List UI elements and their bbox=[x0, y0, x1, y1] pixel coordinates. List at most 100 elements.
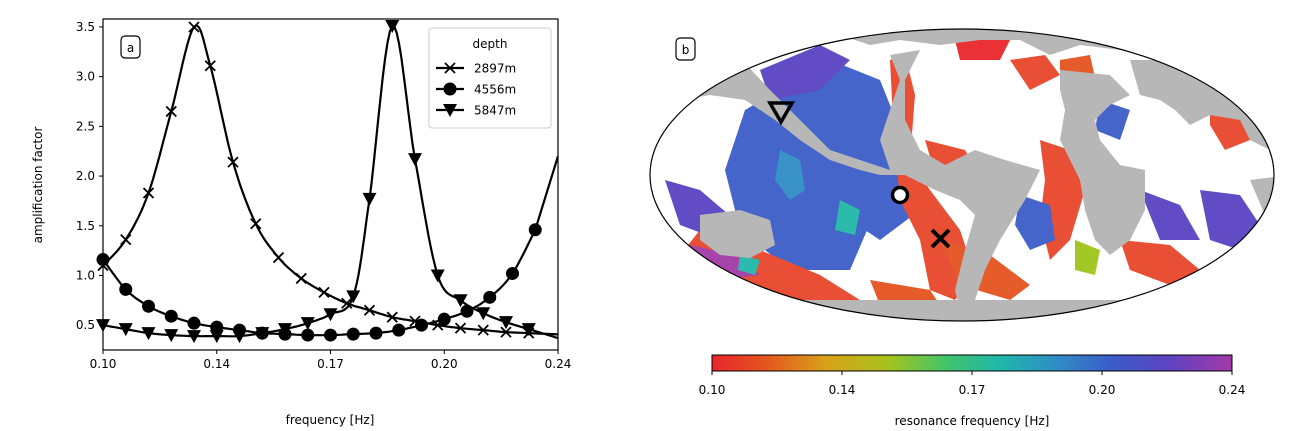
legend-item-4556m: 4556m bbox=[436, 82, 516, 97]
panel-a-label-box: a bbox=[120, 35, 141, 59]
data-point-5847m bbox=[476, 307, 491, 321]
station-marker-triangle bbox=[766, 101, 796, 126]
panel-a-axes-frame bbox=[102, 18, 559, 351]
data-point-4556m bbox=[142, 299, 155, 313]
data-point-4556m bbox=[164, 309, 178, 323]
land-europe-africa bbox=[1060, 70, 1145, 255]
y-tick-label: 1.5 bbox=[76, 219, 95, 233]
data-point-4556m bbox=[119, 282, 133, 296]
legend-marker bbox=[443, 104, 457, 117]
data-point-2897m bbox=[454, 322, 467, 334]
legend-label: 2897m bbox=[474, 62, 516, 76]
data-point-2897m bbox=[204, 60, 216, 72]
data-point-4556m bbox=[528, 223, 542, 237]
panel-b-label: b bbox=[682, 43, 690, 57]
data-point-5847m bbox=[362, 192, 377, 206]
x-tick-label: 0.20 bbox=[431, 357, 458, 371]
data-point-2897m bbox=[341, 297, 353, 309]
y-tick-label: 3.0 bbox=[76, 70, 95, 84]
data-point-5847m bbox=[141, 327, 156, 341]
data-point-2897m bbox=[188, 21, 200, 33]
colorbar-tick-label: 0.14 bbox=[829, 383, 856, 397]
legend-item-5847m: 5847m bbox=[436, 104, 516, 118]
data-point-5847m bbox=[453, 294, 468, 308]
data-point-5847m bbox=[521, 323, 536, 337]
legend-label: 5847m bbox=[474, 104, 516, 118]
y-tick-label: 2.5 bbox=[76, 119, 95, 133]
data-point-2897m bbox=[227, 156, 239, 168]
data-point-5847m bbox=[323, 308, 338, 322]
data-point-4556m bbox=[460, 304, 474, 318]
map-outline bbox=[649, 28, 1275, 322]
panel-a-x-axis-label: frequency [Hz] bbox=[286, 413, 375, 427]
legend-label: 4556m bbox=[474, 83, 516, 97]
data-point-4556m bbox=[483, 290, 497, 304]
data-point-2897m bbox=[142, 187, 155, 199]
panel-a-y-ticks: 0.5 1.0 1.5 2.0 2.5 3.0 3.5 bbox=[76, 20, 103, 332]
data-point-5847m bbox=[499, 316, 513, 330]
y-tick-label: 3.5 bbox=[76, 20, 95, 34]
data-point-4556m bbox=[301, 328, 315, 342]
y-tick-label: 1.0 bbox=[76, 268, 95, 282]
panel-a-markers-group bbox=[96, 19, 542, 344]
data-point-4556m bbox=[346, 327, 360, 341]
data-point-5847m bbox=[232, 330, 247, 344]
land-australia bbox=[700, 210, 775, 258]
land-antarctica bbox=[650, 300, 1274, 321]
panel-a-label: a bbox=[127, 41, 134, 55]
panel-a-x-ticks: 0.10 0.14 0.17 0.20 0.24 bbox=[90, 350, 572, 371]
x-tick-label: 0.24 bbox=[545, 357, 572, 371]
data-point-2897m bbox=[165, 105, 177, 118]
data-point-5847m bbox=[118, 323, 133, 337]
y-tick-label: 0.5 bbox=[76, 318, 95, 332]
data-point-4556m bbox=[369, 326, 383, 340]
data-point-2897m bbox=[386, 311, 398, 323]
y-tick-label: 2.0 bbox=[76, 169, 95, 183]
panel-b-map: b 0.10 0.14 0.17 0.20 0.24 resonance frequen… bbox=[649, 28, 1275, 428]
data-point-4556m bbox=[415, 318, 428, 332]
data-point-2897m bbox=[295, 272, 307, 285]
data-point-5847m bbox=[164, 329, 179, 343]
data-point-4556m bbox=[187, 316, 201, 330]
colorbar-tick-label: 0.24 bbox=[1219, 383, 1246, 397]
legend-marker bbox=[443, 82, 457, 96]
data-point-4556m bbox=[392, 323, 406, 337]
data-point-2897m bbox=[477, 324, 489, 336]
panel-a-legend: depth 2897m 4556m 5847m bbox=[428, 27, 552, 129]
colorbar-gradient bbox=[711, 354, 1233, 372]
data-point-4556m bbox=[437, 312, 451, 326]
data-point-2897m bbox=[250, 218, 262, 230]
data-point-2897m bbox=[120, 234, 132, 246]
data-point-5847m bbox=[408, 153, 422, 167]
legend-item-2897m: 2897m bbox=[436, 62, 516, 76]
panel-b-label-box: b bbox=[675, 37, 696, 61]
x-tick-label: 0.17 bbox=[317, 357, 344, 371]
data-point-5847m bbox=[385, 19, 400, 33]
data-point-5847m bbox=[278, 323, 292, 337]
data-point-5847m bbox=[187, 330, 201, 344]
map-globe bbox=[650, 29, 1274, 321]
colorbar: 0.10 0.14 0.17 0.20 0.24 resonance frequency… bbox=[699, 354, 1246, 428]
data-point-5847m bbox=[300, 317, 315, 331]
station-marker-cross bbox=[930, 228, 951, 249]
panel-a-line-plot: 0.10 0.14 0.17 0.20 0.24 0.5 1.0 1.5 2.0 2.5 3.0 3… bbox=[31, 18, 572, 427]
data-point-2897m bbox=[272, 251, 285, 264]
colorbar-label: resonance frequency [Hz] bbox=[895, 414, 1050, 428]
data-point-5847m bbox=[346, 290, 361, 304]
x-tick-label: 0.14 bbox=[203, 357, 230, 371]
panel-a-legend-frame bbox=[428, 27, 552, 129]
data-point-5847m bbox=[209, 330, 224, 344]
data-point-2897m bbox=[500, 326, 512, 338]
data-point-2897m bbox=[363, 304, 376, 316]
panel-a-legend-title: depth bbox=[473, 37, 508, 51]
colorbar-ticks: 0.10 0.14 0.17 0.20 0.24 bbox=[699, 371, 1246, 397]
station-marker-circle bbox=[890, 185, 910, 205]
panel-a-y-axis-label: amplification factor bbox=[31, 127, 45, 244]
colorbar-tick-label: 0.20 bbox=[1089, 383, 1116, 397]
data-point-4556m bbox=[506, 266, 519, 280]
data-point-5847m bbox=[430, 269, 445, 283]
data-point-4556m bbox=[324, 328, 337, 342]
data-point-2897m bbox=[318, 286, 330, 298]
data-point-5847m bbox=[255, 327, 270, 341]
